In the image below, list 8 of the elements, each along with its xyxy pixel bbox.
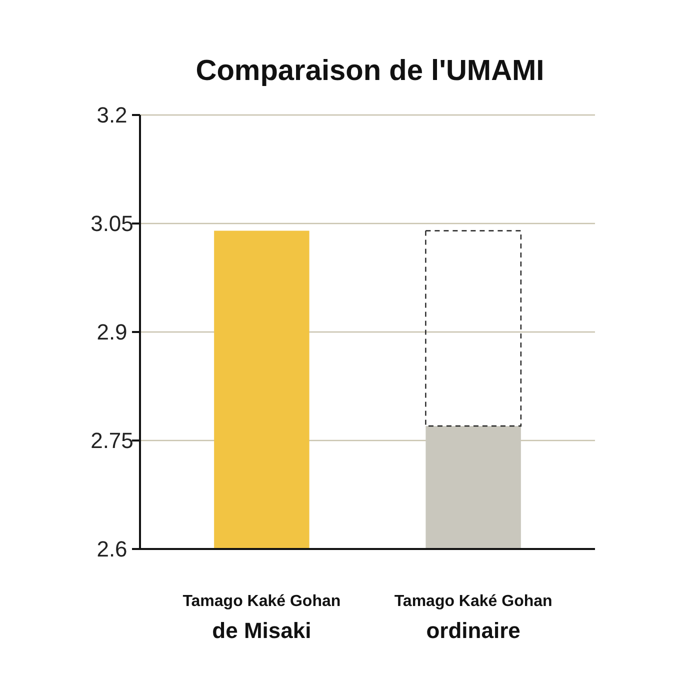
y-tick-label: 3.05 [90,211,134,236]
y-tick-label: 3.2 [96,102,128,128]
y-tick-label: 2.6 [96,536,128,562]
chart-title: Comparaison de l'UMAMI [196,55,544,87]
y-tick-label: 2.75 [90,428,134,454]
x-tick-label: Tamago Kaké Gohan ordinaire [394,593,552,643]
y-tick-label: 2.9 [96,320,128,345]
x-tick-label: Tamago Kaké Gohan de Misaki [182,593,341,643]
